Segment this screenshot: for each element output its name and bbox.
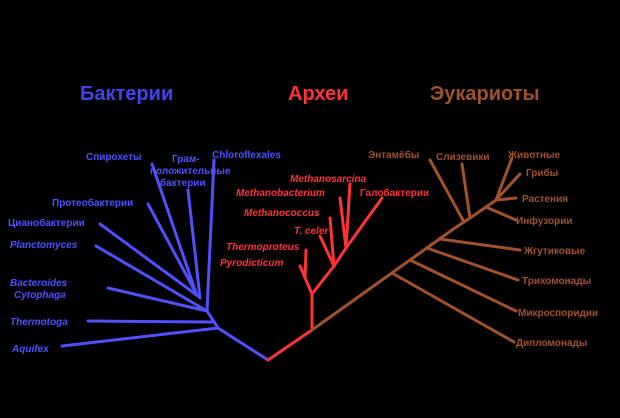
archaea-trunk bbox=[266, 328, 314, 362]
label-plants: Растения bbox=[522, 194, 568, 205]
label-bacteroides: Bacteroides bbox=[10, 278, 68, 289]
branch-plants bbox=[494, 196, 518, 202]
branch-planctomyces bbox=[94, 244, 209, 313]
branch-entamoebae bbox=[428, 158, 466, 224]
label-cytophaga: Cytophaga bbox=[14, 290, 66, 301]
archaea-inner bbox=[310, 264, 336, 296]
branch-methanococcus bbox=[328, 216, 336, 268]
branch-spirochetes bbox=[150, 162, 198, 295]
archaea-labels: Methanosarcina Methanobacterium Галобакт… bbox=[220, 174, 429, 269]
label-methanobacterium: Methanobacterium bbox=[236, 188, 325, 199]
label-fungi: Грибы bbox=[526, 167, 558, 179]
branch-bacteroides bbox=[106, 286, 209, 313]
branch-t-celer bbox=[318, 234, 336, 268]
eukaryota-branches bbox=[310, 156, 522, 344]
branch-proteobacteria bbox=[146, 202, 198, 295]
branch-thermoproteus bbox=[303, 248, 308, 280]
label-proteobacteria: Протеобактерии bbox=[52, 197, 133, 209]
branch-chloroflexi bbox=[205, 158, 216, 313]
branch-animals bbox=[494, 156, 514, 202]
label-thermotoga: Thermotoga bbox=[10, 317, 68, 328]
heading-eukaryota: Эукариоты bbox=[430, 83, 540, 105]
branch-methanosarcina bbox=[344, 182, 352, 250]
heading-archaea: Археи bbox=[288, 83, 348, 105]
bacteria-stem bbox=[205, 309, 220, 330]
heading-bacteria: Бактерии bbox=[80, 83, 173, 105]
label-methanococcus: Methanococcus bbox=[244, 208, 320, 219]
label-pyrodicticum: Pyrodicticum bbox=[220, 258, 283, 269]
label-gram-positive-1: Грам- bbox=[172, 154, 200, 165]
branch-halobacteria bbox=[344, 196, 384, 250]
eukaryota-labels: Энтамёбы Слизевики Животные Грибы Растен… bbox=[368, 149, 598, 349]
label-thermoproteus: Thermoproteus bbox=[226, 242, 300, 253]
label-slime-molds: Слизевики bbox=[436, 152, 490, 163]
label-entamoebae: Энтамёбы bbox=[368, 149, 419, 161]
branch-trichomonads bbox=[425, 246, 520, 282]
label-t-celer: T. celer bbox=[294, 226, 329, 237]
label-trichomonads: Трихомонады bbox=[522, 276, 591, 287]
bacteria-trunk bbox=[216, 326, 270, 362]
label-planctomyces: Planctomyces bbox=[10, 240, 78, 251]
branch-diplomonads bbox=[390, 271, 516, 344]
branch-microsporidia bbox=[408, 258, 518, 313]
branch-flagellates bbox=[438, 237, 522, 252]
archaea-branches bbox=[266, 182, 384, 362]
label-halobacteria: Галобактерии bbox=[360, 187, 429, 199]
label-spirochetes: Спирохеты bbox=[86, 152, 142, 163]
label-gram-positive-2: положительные bbox=[150, 166, 231, 177]
branch-cyanobacteria bbox=[98, 222, 200, 298]
branch-thermotoga bbox=[86, 319, 214, 324]
label-flagellates: Жгутиковые bbox=[523, 246, 586, 257]
label-microsporidia: Микроспоридии bbox=[518, 308, 598, 319]
eukaryota-trunk bbox=[310, 228, 454, 332]
branch-ciliates bbox=[484, 205, 518, 222]
branch-aquifex bbox=[60, 326, 220, 348]
branch-slime-molds bbox=[460, 162, 472, 220]
branch-gram-positive bbox=[186, 188, 202, 300]
archaea-inner-2 bbox=[332, 246, 348, 268]
label-diplomonads: Дипломонады bbox=[516, 338, 587, 349]
label-gram-positive-3: бактерии bbox=[160, 177, 206, 189]
branch-fungi bbox=[494, 172, 522, 202]
branch-pyrodicticum bbox=[298, 264, 314, 296]
label-cyanobacteria: Цианобактерии bbox=[8, 217, 85, 229]
label-aquifex: Aquifex bbox=[11, 344, 49, 355]
bacteria-branches bbox=[60, 158, 270, 362]
label-animals: Животные bbox=[507, 150, 561, 161]
branch-methanobacterium bbox=[338, 196, 348, 250]
label-ciliates: Инфузории bbox=[516, 215, 573, 227]
label-methanosarcina: Methanosarcina bbox=[290, 174, 367, 185]
bacteria-labels: Спирохеты Грам- положительные бактерии C… bbox=[8, 150, 281, 355]
label-chloroflexi: Chloroflexales bbox=[212, 150, 281, 161]
